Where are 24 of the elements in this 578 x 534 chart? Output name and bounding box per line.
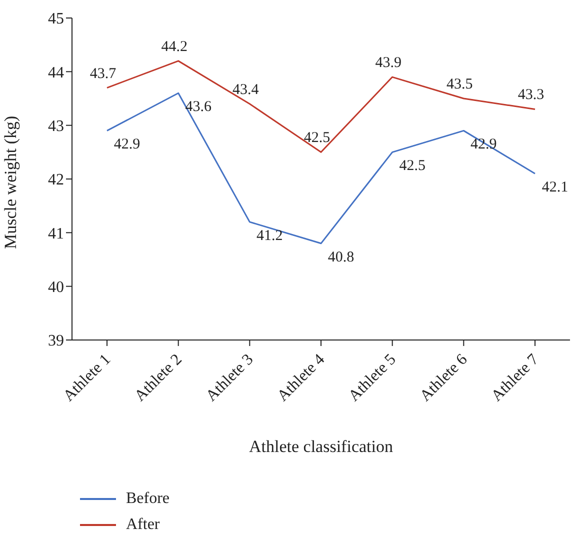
- y-axis-title: Muscle weight (kg): [1, 116, 20, 249]
- y-tick-label: 43: [48, 118, 64, 136]
- y-tick-label: 39: [48, 332, 64, 350]
- legend-label: After: [126, 516, 160, 534]
- x-axis-title: Athlete classification: [249, 437, 394, 456]
- data-label: 43.5: [446, 76, 473, 92]
- data-label: 40.8: [328, 249, 354, 266]
- data-label: 41.2: [256, 228, 283, 244]
- data-label: 43.7: [90, 66, 117, 82]
- legend-label: Before: [126, 490, 170, 508]
- y-tick-label: 45: [48, 10, 64, 28]
- y-tick-label: 41: [48, 225, 64, 242]
- y-tick-label: 44: [48, 64, 64, 82]
- y-tick-label: 42: [48, 172, 64, 189]
- data-label: 42.5: [399, 158, 426, 174]
- data-label: 44.2: [161, 38, 188, 55]
- data-label: 42.1: [542, 180, 568, 196]
- data-label: 42.5: [304, 130, 330, 146]
- y-tick-label: 40: [48, 279, 64, 296]
- data-label: 43.3: [518, 87, 544, 104]
- data-label: 43.4: [232, 82, 260, 98]
- data-label: 43.6: [185, 99, 212, 116]
- data-label: 42.9: [114, 136, 140, 153]
- data-label: 43.9: [375, 55, 402, 72]
